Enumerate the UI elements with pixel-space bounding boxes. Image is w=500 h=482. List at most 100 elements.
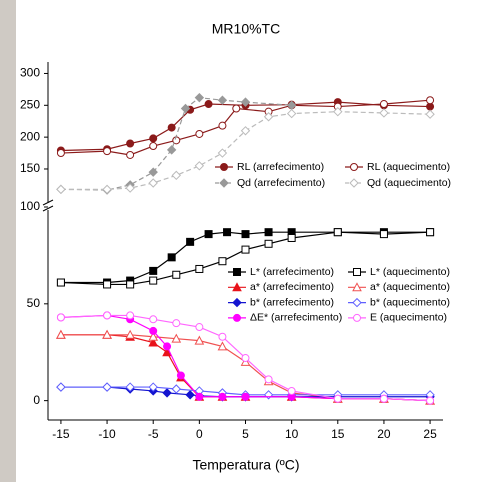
x-tick-label: 5 (242, 427, 249, 441)
legend-label: ΔE* (arrefecimento) (250, 312, 342, 324)
marker (195, 323, 204, 332)
y-tick-label: 0 (33, 393, 40, 407)
x-tick-label: -10 (98, 427, 116, 441)
series-line (60, 97, 292, 191)
marker (167, 253, 176, 262)
x-tick-label: 25 (423, 427, 437, 441)
marker (166, 145, 177, 155)
marker (163, 342, 172, 351)
marker (185, 390, 195, 400)
marker (264, 239, 273, 248)
marker (218, 121, 227, 130)
marker (220, 163, 228, 171)
marker (172, 270, 181, 279)
marker (232, 104, 241, 113)
y-tick-label: 200 (20, 129, 40, 143)
marker (263, 112, 274, 122)
legend-label: L* (arrefecimento) (250, 266, 334, 278)
marker (425, 109, 435, 119)
marker (426, 396, 435, 405)
marker (171, 384, 181, 394)
y-tick-label: 250 (20, 97, 40, 111)
marker (353, 313, 361, 322)
marker (333, 228, 342, 237)
axis-break (42, 199, 54, 206)
x-tick-label: -5 (148, 427, 159, 441)
background-strip (0, 0, 16, 482)
marker (219, 178, 229, 188)
marker (125, 183, 135, 193)
marker (218, 257, 227, 266)
marker (195, 392, 204, 401)
marker (103, 311, 112, 320)
marker (56, 184, 66, 195)
marker (102, 184, 112, 195)
legend-label: b* (aquecimento) (370, 296, 450, 308)
marker (194, 161, 205, 171)
marker (217, 95, 228, 105)
marker (102, 382, 112, 392)
marker (426, 96, 435, 105)
marker (379, 108, 389, 118)
y-tick-label: 300 (20, 66, 40, 80)
legend-label: a* (arrefecimento) (250, 281, 334, 293)
marker (287, 233, 296, 242)
marker (204, 230, 213, 239)
marker (148, 331, 159, 341)
marker (56, 149, 65, 158)
marker (350, 163, 358, 171)
marker (103, 147, 112, 156)
marker (125, 382, 135, 392)
y-tick-label: 150 (20, 161, 40, 175)
marker (379, 100, 388, 109)
x-tick-label: 10 (285, 427, 299, 441)
marker (167, 123, 176, 132)
marker (148, 178, 158, 188)
legend-label: RL (aquecimento) (367, 161, 450, 173)
legend-label: RL (arrefecimento) (237, 161, 324, 173)
marker (204, 100, 213, 109)
marker (126, 150, 135, 159)
marker (333, 106, 343, 117)
marker (195, 264, 204, 273)
x-tick-label: 20 (377, 427, 391, 441)
marker (223, 228, 232, 237)
marker (241, 354, 250, 363)
marker (233, 268, 241, 276)
marker (241, 392, 250, 401)
y-tick-label: 50 (27, 296, 41, 310)
marker (218, 332, 227, 341)
x-tick-label: 15 (331, 427, 345, 441)
marker (186, 237, 195, 246)
marker (176, 371, 185, 380)
marker (102, 329, 112, 339)
marker (217, 341, 228, 351)
marker (149, 315, 158, 324)
marker (56, 382, 66, 392)
marker (171, 170, 181, 181)
marker (263, 390, 274, 400)
marker (240, 97, 251, 107)
y-tick-label: 100 (20, 199, 40, 213)
marker (352, 282, 362, 292)
x-tick-label: -15 (52, 427, 70, 441)
marker (241, 230, 250, 239)
x-axis-label: Temperatura (ºC) (192, 457, 299, 473)
marker (426, 228, 435, 237)
marker (126, 139, 135, 148)
marker (103, 280, 112, 289)
marker (349, 178, 359, 188)
marker (217, 148, 228, 158)
marker (264, 228, 273, 237)
marker (353, 268, 361, 276)
marker (194, 335, 205, 345)
marker (379, 394, 388, 403)
x-tick-label: 0 (196, 427, 203, 441)
marker (56, 329, 66, 339)
marker (171, 333, 182, 343)
marker (126, 280, 135, 289)
marker (240, 126, 251, 136)
marker (232, 282, 242, 292)
marker (148, 382, 158, 392)
marker (125, 329, 135, 339)
